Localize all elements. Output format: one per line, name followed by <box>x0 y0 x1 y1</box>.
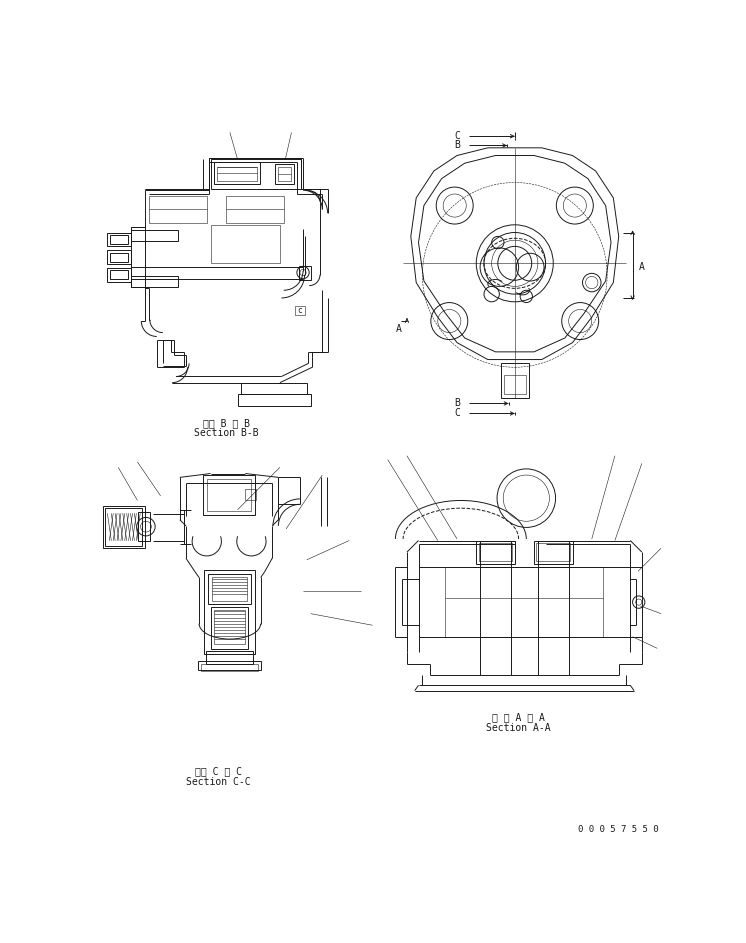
Text: Section A-A: Section A-A <box>486 723 551 734</box>
Bar <box>536 543 570 561</box>
Text: Section C-C: Section C-C <box>186 777 251 787</box>
Bar <box>210 159 301 189</box>
Bar <box>103 505 145 548</box>
Text: A: A <box>639 262 645 273</box>
Bar <box>534 540 572 564</box>
Bar <box>445 568 604 637</box>
Bar <box>217 167 257 181</box>
Bar <box>204 570 254 654</box>
Text: A: A <box>396 323 402 334</box>
Bar <box>107 233 131 246</box>
Bar <box>479 543 513 561</box>
Bar <box>237 394 311 405</box>
Text: 断面 C － C: 断面 C － C <box>195 767 242 776</box>
Bar <box>208 573 251 604</box>
Bar <box>149 196 207 223</box>
Bar <box>275 164 294 184</box>
Bar <box>210 224 280 263</box>
Text: 断面 B － B: 断面 B － B <box>202 419 249 428</box>
Bar <box>213 610 245 644</box>
Bar <box>210 606 248 649</box>
Bar <box>131 276 178 288</box>
Bar <box>107 268 131 282</box>
Bar <box>476 540 515 564</box>
Bar <box>278 167 292 181</box>
Bar <box>245 488 256 500</box>
Bar <box>131 227 145 288</box>
Text: Section B-B: Section B-B <box>194 428 258 438</box>
Bar <box>131 230 178 241</box>
Bar <box>504 375 525 394</box>
Bar <box>110 271 128 279</box>
Text: B: B <box>454 141 460 151</box>
Bar <box>206 651 253 665</box>
Bar <box>203 475 255 515</box>
Bar <box>105 508 142 546</box>
Text: 断 面 A － A: 断 面 A － A <box>492 713 545 722</box>
Text: C: C <box>454 408 460 419</box>
Bar <box>242 383 307 394</box>
Bar <box>207 479 251 511</box>
Bar <box>107 250 131 264</box>
Bar <box>501 363 529 398</box>
Text: c: c <box>298 306 302 315</box>
Text: B: B <box>454 399 460 408</box>
Bar <box>213 162 260 184</box>
Bar <box>138 512 150 541</box>
Bar <box>212 577 247 601</box>
Bar <box>110 235 128 244</box>
Bar <box>110 253 128 262</box>
Bar <box>299 266 311 280</box>
Bar <box>201 665 258 670</box>
Bar <box>295 306 304 315</box>
Bar <box>198 661 260 670</box>
Text: C: C <box>454 131 460 141</box>
Bar <box>226 196 283 223</box>
Text: 0 0 0 5 7 5 5 0: 0 0 0 5 7 5 5 0 <box>578 825 659 834</box>
